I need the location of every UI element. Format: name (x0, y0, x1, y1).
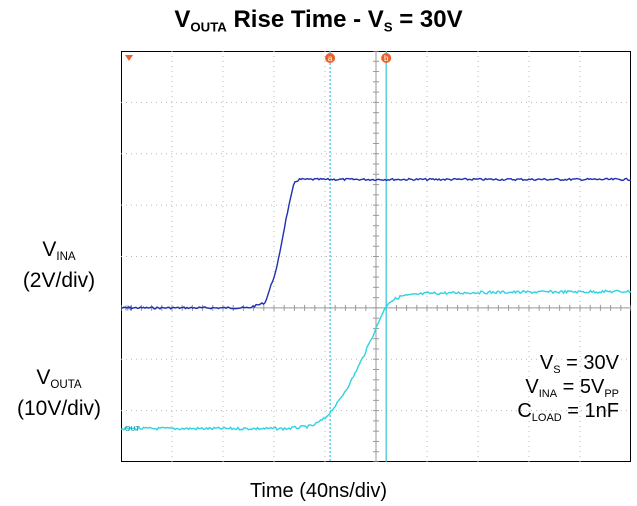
cursor-b-tag: b (384, 54, 389, 63)
cursor-a-tag-icon (325, 53, 336, 63)
cursor-lines (329, 51, 387, 462)
cursor-a-tag: a (328, 54, 333, 63)
chart-title: VOUTA Rise Time - VS = 30V (174, 6, 463, 35)
trigger-glyph (125, 55, 133, 61)
trace-vina (121, 177, 631, 310)
cursor-b-tag-icon (381, 53, 392, 63)
vina-condition: VINA = 5VPP (525, 375, 619, 400)
trace-vouta (121, 289, 631, 432)
cursor-tags: a b (325, 53, 392, 63)
outa-marker-tag: OUT (125, 426, 141, 433)
vs-condition: VS = 30V (539, 352, 619, 376)
oscilloscope-plot: IN OUT a b (121, 51, 631, 462)
outa-channel-label: VOUTA (10V/div) (16, 366, 102, 421)
ina-marker-tag: IN (125, 305, 132, 312)
traces (121, 177, 631, 432)
x-axis-label: Time (40ns/div) (249, 480, 388, 502)
ina-channel-label: VINA (2V/div) (22, 238, 96, 293)
channel-markers: IN OUT (125, 305, 141, 433)
cload-condition: CLOAD = 1nF (517, 399, 619, 424)
trigger-icon (125, 55, 133, 61)
test-conditions: VS = 30V VINA = 5VPP CLOAD = 1nF (517, 352, 619, 424)
